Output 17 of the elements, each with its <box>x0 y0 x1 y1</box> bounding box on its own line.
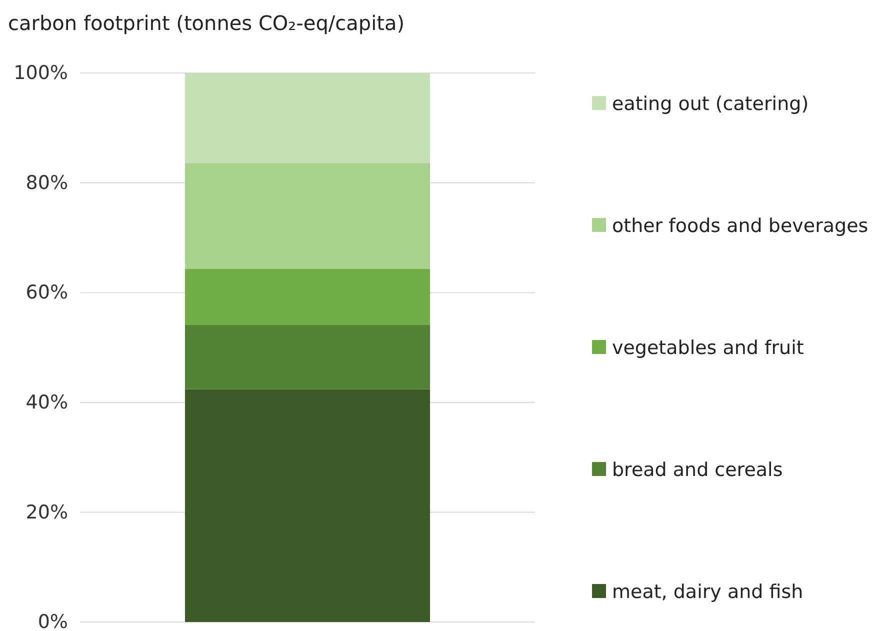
chart-title: carbon footprint (tonnes CO₂-eq/capita) <box>8 11 405 35</box>
y-tick-label: 80% <box>26 172 68 194</box>
bar <box>185 324 430 390</box>
bar <box>185 163 430 269</box>
y-tick-label: 20% <box>26 501 68 524</box>
legend-label: other foods and beverages <box>612 215 868 237</box>
legend-label: bread and cereals <box>612 459 783 481</box>
legend-label: meat, dairy and fish <box>612 581 804 603</box>
bar <box>185 73 430 164</box>
y-tick-label: 40% <box>26 391 68 414</box>
legend-label: eating out (catering) <box>612 93 809 115</box>
legend-label: vegetables and fruit <box>612 337 804 359</box>
bar <box>185 389 430 622</box>
y-tick-label: 0% <box>38 611 68 631</box>
y-tick-label: 60% <box>26 282 68 304</box>
bar <box>185 268 430 325</box>
y-tick-label: 100% <box>14 62 68 84</box>
